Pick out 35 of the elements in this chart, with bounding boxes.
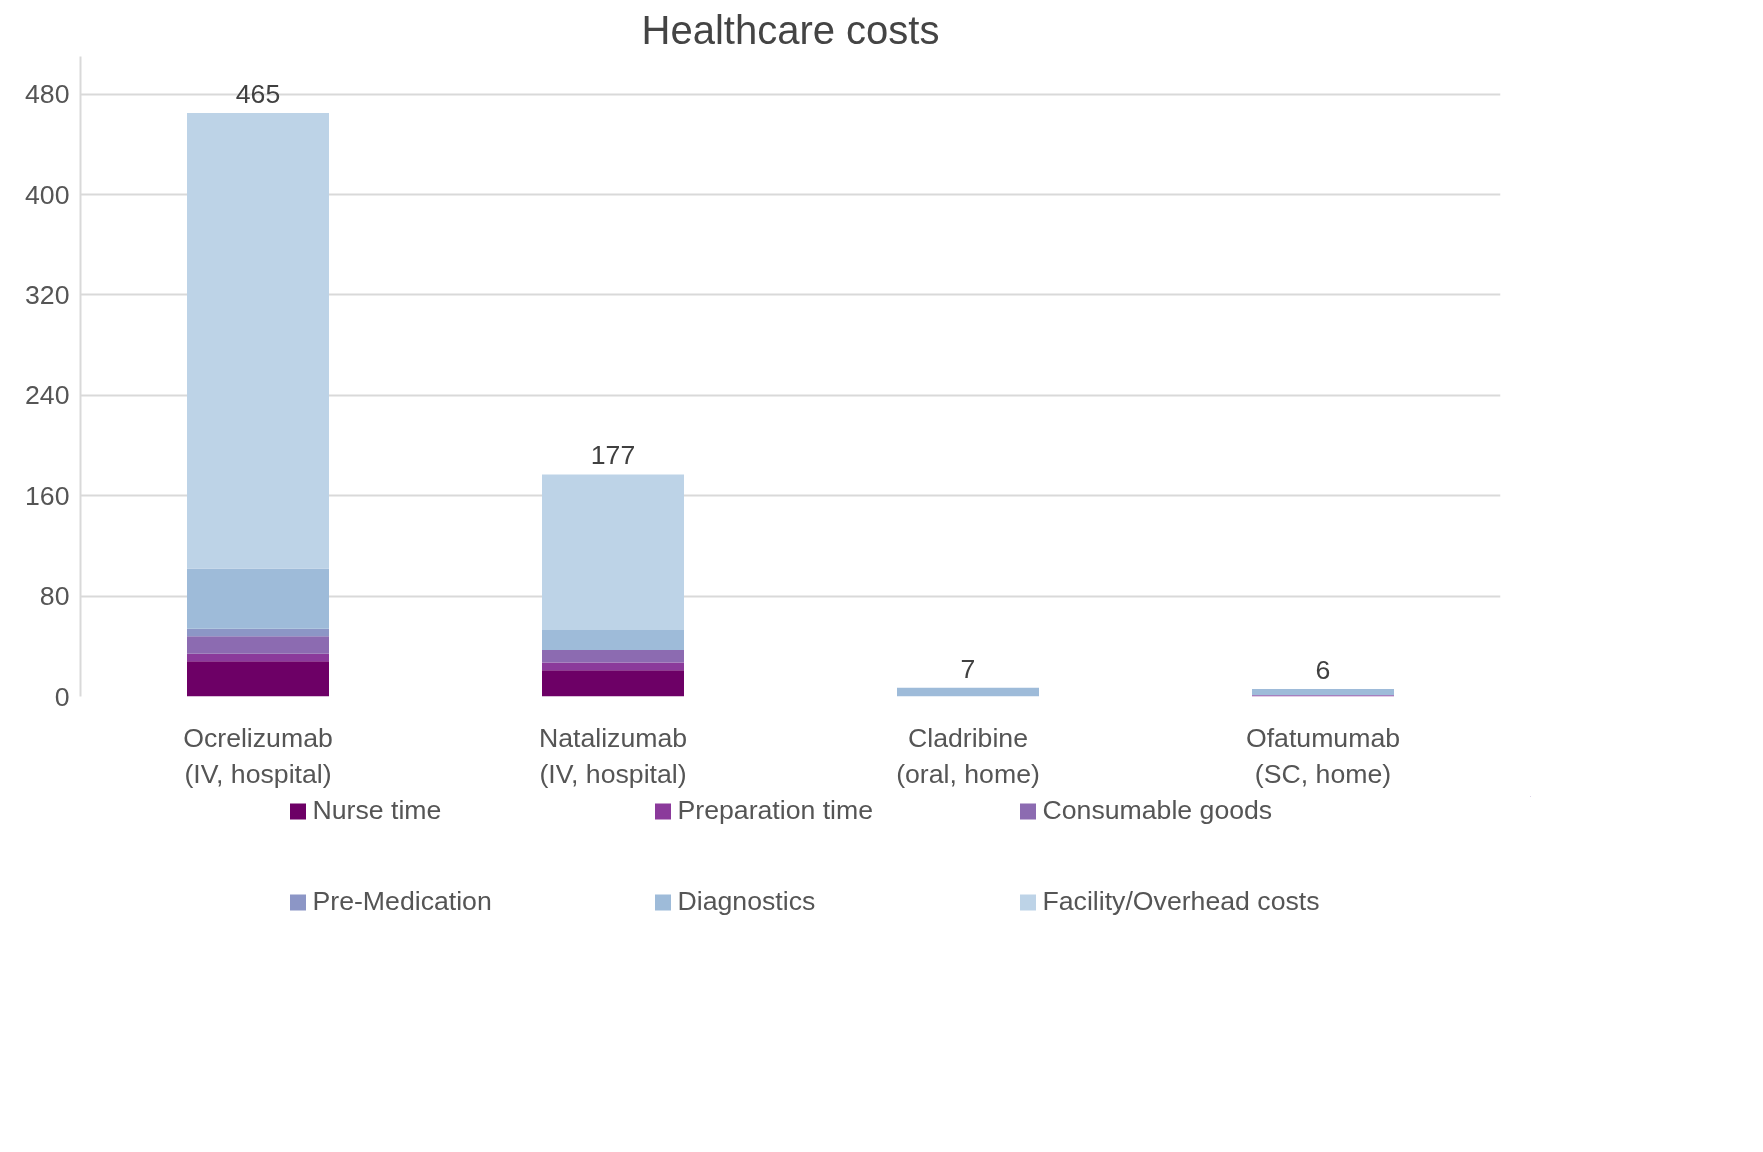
y-tick-label: 0 [54,681,70,712]
legend-label: Preparation time [677,795,875,826]
bar [187,636,329,654]
total-label: 7 [960,653,976,684]
x-tick-label: Ofatumumab (SC, home) [1245,722,1401,789]
bar [542,650,684,663]
legend-label: Pre-Medication [312,886,493,917]
bar [1252,688,1394,696]
bar [187,653,329,662]
bar [542,474,684,630]
y-tick-label: 240 [25,380,70,411]
legend-label: Diagnostics [677,886,817,917]
total-label: 465 [235,78,281,109]
chart-title: Healthcare costs [641,7,940,52]
y-tick-label: 480 [25,79,70,110]
x-tick-label: Ocrelizumab (IV, hospital) [183,722,333,789]
legend-label: Consumable goods [1042,795,1274,826]
bar [187,568,329,629]
bar [542,670,684,697]
total-label: 6 [1315,654,1331,685]
bar [187,628,329,637]
y-tick-label: 160 [25,480,70,511]
bar [542,629,684,651]
total-label: 177 [590,440,636,471]
bar [187,661,329,697]
x-tick-label: Cladribine (oral, home) [896,722,1040,789]
x-tick-label: Natalizumab (IV, hospital) [538,722,688,789]
bar [187,112,329,569]
y-tick-label: 80 [39,581,70,612]
legend-label: Nurse time [312,795,443,826]
y-tick-label: 400 [25,179,70,210]
y-tick-label: 320 [25,279,70,310]
bar [897,687,1039,697]
legend-label: Facility/Overhead costs [1042,886,1321,917]
bar [542,662,684,671]
